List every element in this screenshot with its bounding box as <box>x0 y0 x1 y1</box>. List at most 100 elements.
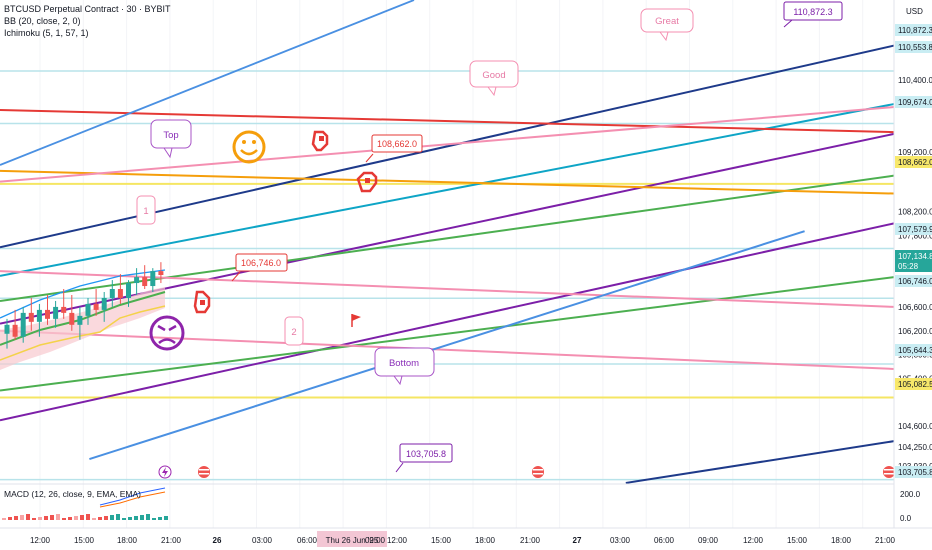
note-great[interactable]: Great <box>640 8 694 42</box>
time-tick-label: 12:00 <box>387 536 408 545</box>
hand-point-icon <box>311 130 329 152</box>
time-tick-label: 12:00 <box>743 536 764 545</box>
candle-body <box>158 271 164 276</box>
price-tick-label: 106,200.0 <box>898 327 932 336</box>
trend-line <box>0 329 895 370</box>
callout-106746[interactable]: 106,746.0 <box>231 253 288 282</box>
price-badge-label: 110,872.3 <box>898 26 932 35</box>
candle-body <box>61 306 67 313</box>
legend-ichimoku[interactable]: Ichimoku (5, 1, 57, 1) <box>4 28 89 38</box>
candle-body <box>36 309 42 322</box>
time-tick-label: 15:00 <box>431 536 452 545</box>
macd-histogram-bar <box>38 517 42 520</box>
callout-110872-label: 110,872.3 <box>793 7 832 17</box>
price-badge-bg <box>895 96 932 108</box>
macd-histogram-bar <box>74 516 78 520</box>
price-tick-label: 107,800.0 <box>898 231 932 240</box>
candle-body <box>117 289 123 298</box>
time-tick-label: 06:00 <box>654 536 675 545</box>
note-one-label: 1 <box>143 206 148 217</box>
macd-axis-ticks: 200.0 0.0 <box>900 490 921 523</box>
price-tick-label: 106,600.0 <box>898 303 932 312</box>
chart-legend: BTCUSD Perpetual Contract · 30 · BYBIT B… <box>4 3 171 39</box>
hand-point-icon <box>193 290 211 314</box>
candle-body <box>134 277 140 284</box>
legend-bb[interactable]: BB (20, close, 2, 0) <box>4 16 81 26</box>
lightning-icon <box>158 465 172 479</box>
note-top[interactable]: Top <box>150 119 192 159</box>
price-tick-label: 109,200.0 <box>898 148 932 157</box>
macd-histogram-bar <box>80 515 84 520</box>
candle-body <box>93 303 99 310</box>
time-tick-label: 18:00 <box>475 536 496 545</box>
annotations: Great Good Top Bottom 1 2 <box>136 1 895 479</box>
trend-line <box>0 106 895 183</box>
time-tick-label: 21:00 <box>161 536 182 545</box>
macd-histogram-bar <box>98 517 102 520</box>
price-axis-currency: USD <box>906 7 923 16</box>
macd-pane <box>2 487 168 520</box>
note-bottom[interactable]: Bottom <box>374 347 435 386</box>
macd-histogram-bar <box>164 516 168 520</box>
callout-108662[interactable]: 108,662.0 <box>365 134 423 163</box>
time-axis-highlight-bg <box>317 531 387 547</box>
candle-body <box>142 277 148 287</box>
candle-body <box>12 324 18 337</box>
angry-face-icon <box>149 315 185 351</box>
time-tick-label: 03:00 <box>610 536 631 545</box>
note-good[interactable]: Good <box>469 60 519 97</box>
trend-line <box>0 174 895 302</box>
macd-histogram-bar <box>128 517 132 520</box>
bb-upper-line <box>0 269 166 319</box>
price-badge-bg <box>895 223 932 235</box>
callout-110872[interactable]: 110,872.3 <box>783 1 843 28</box>
trend-line <box>0 169 895 195</box>
time-tick-label: 21:00 <box>520 536 541 545</box>
price-badge-label: 05:28 <box>898 262 919 271</box>
callout-103705[interactable]: 103,705.8 <box>395 443 453 473</box>
macd-histogram-bar <box>32 518 36 520</box>
price-badge-bg <box>895 344 932 356</box>
macd-histogram-bar <box>110 515 114 520</box>
macd-histogram-bar <box>20 515 24 520</box>
callout-106746-label: 106,746.0 <box>241 258 281 268</box>
candle-body <box>69 312 75 325</box>
trend-line <box>89 230 805 461</box>
macd-histogram-bar <box>8 517 12 520</box>
candle-body <box>45 309 50 319</box>
note-bottom-label: Bottom <box>389 358 419 369</box>
time-tick-label: 26 <box>213 536 222 545</box>
us-flag-icon <box>198 466 210 478</box>
price-badge-bg <box>895 250 932 262</box>
candle-body <box>20 312 26 337</box>
macd-histogram-bar <box>2 518 6 520</box>
time-tick-label: 12:00 <box>30 536 51 545</box>
hand-point-icon <box>356 171 378 193</box>
price-badge-label: 109,674.0 <box>898 98 932 107</box>
macd-signal-line <box>99 491 166 508</box>
candle-body <box>101 297 107 310</box>
trend-line <box>0 222 895 422</box>
macd-histogram-bar <box>152 518 156 520</box>
candle-body <box>28 312 34 322</box>
macd-tick-label: 0.0 <box>900 514 912 523</box>
legend-macd[interactable]: MACD (12, 26, close, 9, EMA, EMA) <box>4 489 141 499</box>
price-axis-badges: 110,872.3 110,553.8 109,674.0 108,662.0 107,… <box>895 24 932 478</box>
note-two[interactable]: 2 <box>284 316 304 346</box>
macd-histogram-bar <box>146 514 150 520</box>
price-badge-label: 107,134.8 <box>898 252 932 261</box>
note-top-label: Top <box>163 130 178 141</box>
time-tick-label: 15:00 <box>787 536 808 545</box>
time-tick-label: 06:00 <box>297 536 318 545</box>
price-badge-bg <box>895 466 932 478</box>
price-badge-label: 110,553.8 <box>898 43 932 52</box>
trend-line <box>625 440 895 484</box>
legend-symbol[interactable]: BTCUSD Perpetual Contract · 30 · BYBIT <box>4 4 171 14</box>
callout-103705-label: 103,705.8 <box>406 449 446 459</box>
chart-grid <box>39 0 864 528</box>
time-axis-highlight: Thu 26 Jun '25 <box>326 536 379 545</box>
time-tick-label: 18:00 <box>117 536 138 545</box>
macd-histogram-bar <box>68 517 72 520</box>
note-one[interactable]: 1 <box>136 195 156 225</box>
